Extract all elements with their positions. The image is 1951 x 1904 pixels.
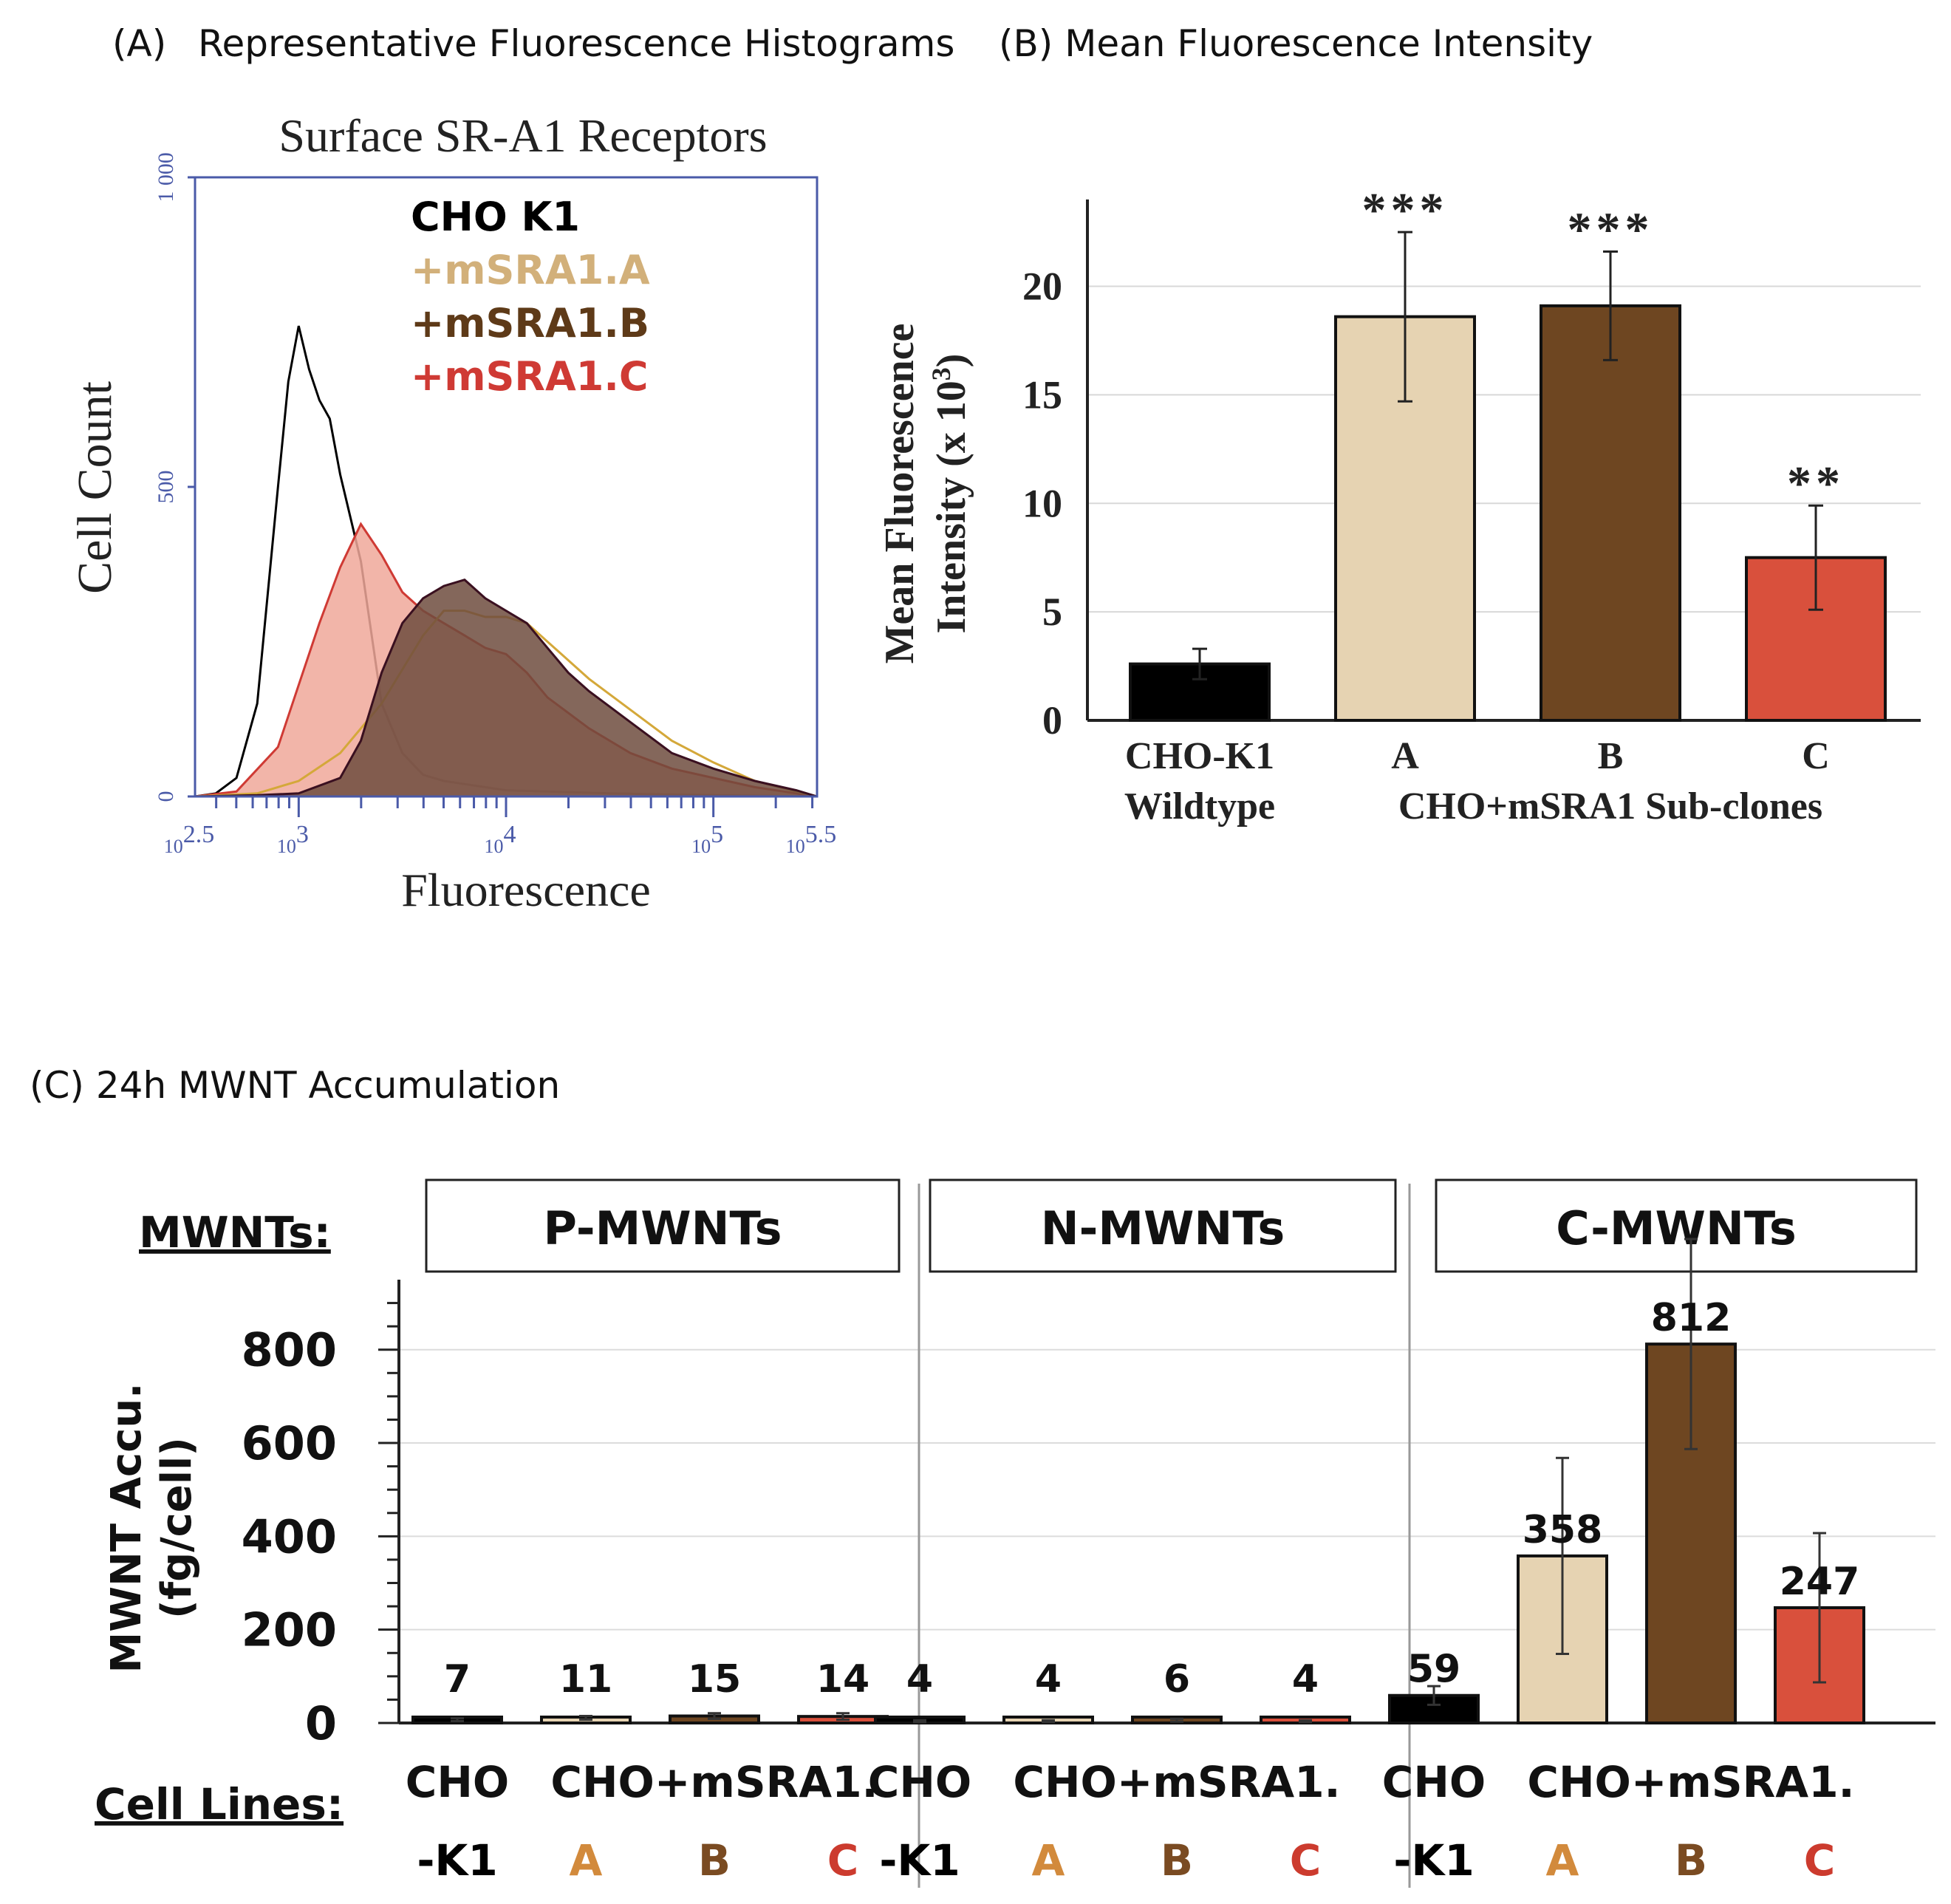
histogram-x-ticks: 102.5 103 104 105 105.5 [164,796,837,857]
mwnt-group-header-box [1435,1178,1918,1273]
histogram-legend: CHO K1 +mSRA1.A +mSRA1.B +mSRA1.C [411,194,650,400]
histogram-xlabel: Fluorescence [401,864,651,916]
mwnt-y-ticks: 0 200 400 600 800 [242,1302,399,1750]
mwnt-category-line1-sub: CHO+mSRA1. [550,1757,878,1807]
histogram-ytick-label: 1 000 [154,152,178,202]
mwnt-value-label: 4 [906,1657,933,1702]
legend-entry: CHO K1 [411,194,580,240]
mfi-ytick-label: 5 [1042,590,1062,634]
mwnt-group-name: P-MWNTs [543,1201,782,1255]
mfi-category-label: B [1598,735,1624,777]
mwnt-category-line2: A [1546,1835,1579,1886]
mwnt-bar [1388,1693,1480,1724]
mwnt-category-line2: A [1032,1835,1065,1886]
mwnt-category-line2: B [1675,1835,1707,1886]
mwnt-category-line1-wt: CHO [406,1757,509,1807]
mfi-significance: *** [1362,183,1449,237]
histogram-xtick-label: 103 [277,821,309,857]
mfi-ylabel-line2: Intensity (x 103) [926,354,974,634]
panel-c-title: (C) 24h MWNT Accumulation [30,1064,560,1107]
histogram-title: Surface SR-A1 Receptors [279,109,767,162]
panel-a-title: Representative Fluorescence Histograms [198,22,954,65]
mfi-bars: CHO-K1 *** A *** B ** C [1125,183,1887,777]
mwnt-value-label: 812 [1651,1296,1732,1340]
histogram-xtick-label: 102.5 [164,821,215,857]
mwnt-group-name: C-MWNTs [1556,1201,1797,1255]
histogram-ytick-label: 500 [154,471,178,504]
mfi-ylabel-line1: Mean Fluorescence [877,324,923,664]
mwnt-value-label: 247 [1780,1560,1860,1604]
mfi-ytick-label: 0 [1042,698,1062,743]
mwnt-value-label: 7 [444,1657,471,1702]
histogram-fill-3 [195,579,817,796]
mfi-bar [1540,304,1681,722]
mfi-category-label: C [1802,735,1830,777]
panel-b-title: (B) Mean Fluorescence Intensity [999,22,1593,65]
mwnt-value-label: 11 [559,1657,612,1702]
mwnt-ytick-label: 600 [242,1416,337,1470]
mfi-group-label-subclones: CHO+mSRA1 Sub-clones [1398,785,1822,828]
mwnt-category-line2: B [1161,1835,1193,1886]
histogram-xtick-label: 104 [485,821,516,857]
mwnt-ytick-label: 400 [242,1509,337,1563]
mwnt-value-label: 358 [1523,1508,1603,1552]
mwnt-value-label: 6 [1164,1657,1190,1702]
mfi-ytick-label: 20 [1022,265,1062,309]
mfi-group-label-wildtype: Wildtype [1124,785,1275,828]
mwnt-group-header-box [425,1178,901,1273]
mwnt-value-label: 4 [1292,1657,1319,1702]
panel-a-label: (A) [112,22,166,65]
mwnt-category-line2: -K1 [879,1835,960,1886]
mwnt-value-label: 59 [1407,1648,1460,1692]
mwnt-category-line2: C [1804,1835,1836,1886]
mwnt-category-line2: C [1290,1835,1322,1886]
mwnt-category-line1-wt: CHO [1382,1757,1486,1807]
histogram-line-3 [194,579,818,798]
legend-entry: +mSRA1.A [411,247,650,293]
histogram-xtick-label: 105 [691,821,723,857]
mwnt-category-line1-wt: CHO [868,1757,971,1807]
histogram-xtick-label: 105.5 [786,821,837,857]
mwnt-ytick-label: 200 [242,1603,337,1657]
mwnt-ytick-label: 800 [242,1323,337,1377]
histogram-ylabel: Cell Count [68,381,122,594]
histogram-y-ticks: 0 500 1 000 [154,152,195,802]
mwnts-row-label: MWNTs: [139,1207,331,1258]
mfi-gridlines: 0 5 10 15 20 [1022,265,1921,743]
mfi-category-label: CHO-K1 [1125,735,1274,777]
mwnt-value-label: 4 [1035,1657,1062,1702]
mfi-bar-chart: 0 5 10 15 20 Mean Fluorescence Intensity (x … [877,183,1921,828]
mwnt-value-label: 14 [816,1657,869,1702]
legend-entry: +mSRA1.B [411,300,649,347]
histogram-chart: Surface SR-A1 Receptors Cell Count Fluor… [68,109,836,916]
histogram-series-group [194,325,818,798]
mwnt-ylabel-line2: (fg/cell) [153,1437,201,1619]
mfi-significance: ** [1787,457,1845,511]
mwnt-group-header-box [929,1178,1397,1273]
mwnt-category-line1-sub: CHO+mSRA1. [1527,1757,1854,1807]
mwnt-ylabel-line1: MWNT Accu. [103,1383,151,1673]
mwnt-category-line2: -K1 [1393,1835,1474,1886]
mwnt-group-0: P-MWNTs 7 -K1 11 A 15 B 14 C CHO CHO+mSRA1. [406,1178,901,1886]
histogram-ytick-label: 0 [154,791,178,802]
mwnt-group-1: N-MWNTs 4 -K1 4 A 6 B 4 C CHO CHO+mSRA1. [868,1178,1397,1886]
mfi-category-label: A [1391,735,1419,777]
legend-entry: +mSRA1.C [411,353,649,400]
mwnt-category-line2: C [827,1835,859,1886]
mwnt-category-line2: A [570,1835,603,1886]
mwnt-group-name: N-MWNTs [1041,1201,1285,1255]
mfi-significance: *** [1568,203,1654,257]
mwnt-ytick-label: 0 [305,1696,337,1750]
mfi-ytick-label: 15 [1022,372,1062,417]
mwnt-category-line2: B [698,1835,731,1886]
mwnt-group-2: C-MWNTs 59 -K1 358 A 812 B 247 C CHO CHO+mSRA1. [1382,1178,1918,1886]
mwnt-category-line1-sub: CHO+mSRA1. [1013,1757,1340,1807]
mfi-ytick-label: 10 [1022,481,1062,525]
mwnt-value-label: 15 [688,1657,741,1702]
mwnt-bar-chart: MWNTs: Cell Lines: MWNT Accu. (fg/cell) … [95,1178,1935,1888]
cell-lines-row-label: Cell Lines: [95,1779,344,1829]
mwnt-category-line2: -K1 [417,1835,497,1886]
